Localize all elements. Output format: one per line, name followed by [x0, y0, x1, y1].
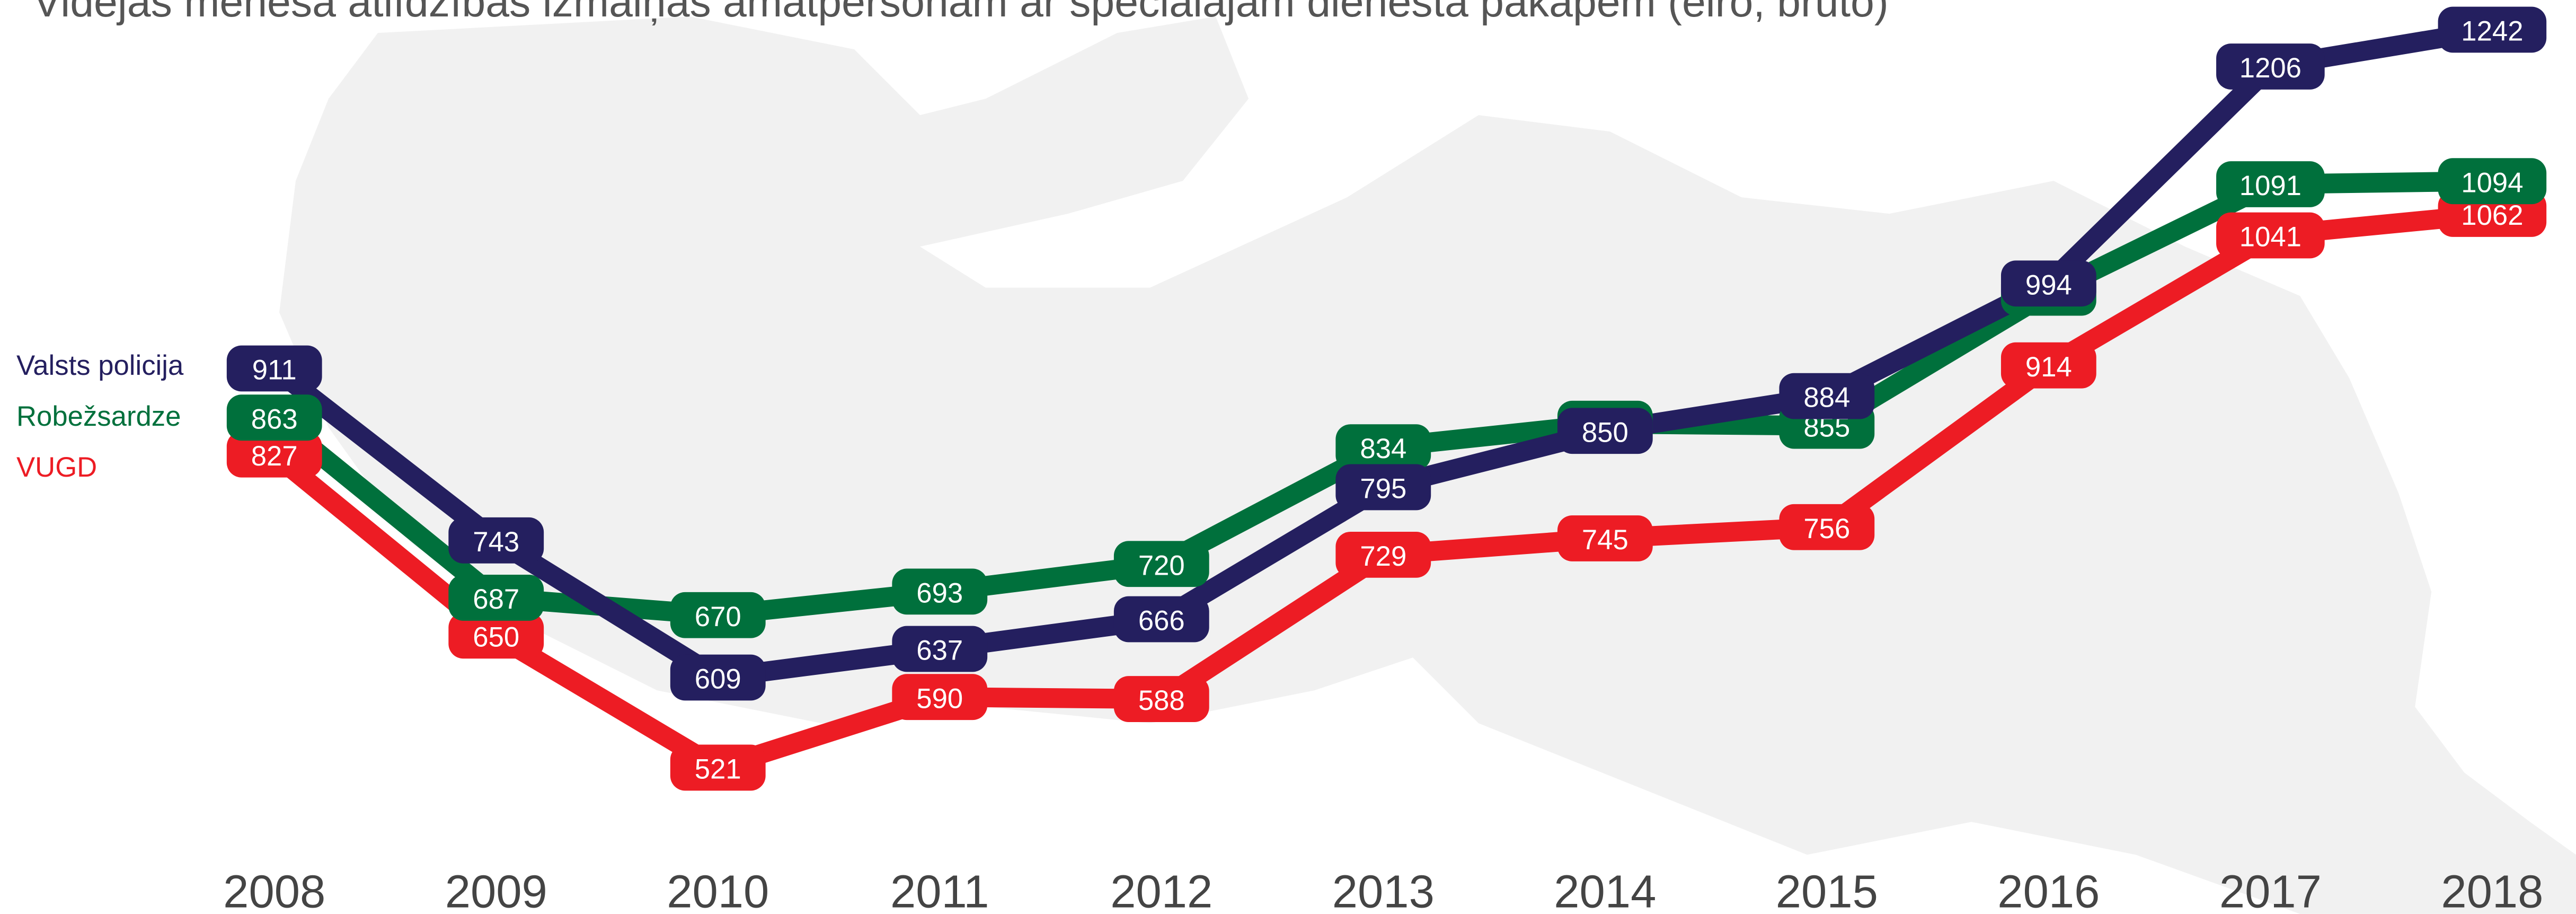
x-tick-label: 2013 [1332, 866, 1435, 914]
legend-label: Robežsardze [16, 401, 181, 432]
value-label: 590 [916, 683, 963, 714]
value-label: 1094 [2461, 167, 2523, 198]
value-label-box [1779, 373, 1875, 419]
value-label-box [448, 517, 544, 564]
value-label: 666 [1138, 605, 1185, 637]
value-label: 756 [1803, 513, 1850, 544]
legend-label: VUGD [16, 452, 97, 483]
value-label-box [226, 394, 322, 441]
value-label: 795 [1360, 473, 1406, 505]
value-label: 637 [916, 635, 963, 666]
x-tick-label: 2010 [667, 866, 769, 914]
map-background [279, 16, 2576, 914]
value-label-box [892, 674, 988, 720]
x-tick-label: 2012 [1110, 866, 1212, 914]
value-label-box [2000, 342, 2096, 389]
value-label: 521 [695, 754, 741, 785]
value-label: 743 [473, 526, 519, 558]
value-label-box [892, 626, 988, 672]
value-label-box [2000, 260, 2096, 307]
value-label: 650 [473, 621, 519, 653]
value-label-box [448, 612, 544, 659]
value-label: 911 [252, 355, 297, 386]
value-label-box [2216, 161, 2325, 207]
value-label: 863 [251, 403, 298, 435]
value-label: 720 [1138, 550, 1185, 581]
x-tick-label: 2016 [1997, 866, 2100, 914]
value-label-box [1113, 676, 1209, 722]
value-label-box [1335, 531, 1431, 578]
x-tick-label: 2017 [2219, 866, 2322, 914]
x-tick-label: 2008 [223, 866, 325, 914]
value-label-box [1557, 515, 1653, 561]
value-label-box [1557, 408, 1653, 454]
value-label: 729 [1360, 541, 1406, 572]
value-label-box [2216, 43, 2325, 90]
x-tick-label: 2014 [1554, 866, 1656, 914]
value-label: 687 [473, 584, 519, 615]
value-label-box [226, 345, 322, 392]
value-label-box [1779, 504, 1875, 550]
value-label: 1242 [2461, 16, 2523, 47]
value-label-box [670, 592, 766, 638]
x-tick-label: 2018 [2441, 866, 2543, 914]
value-label-box [1113, 541, 1209, 587]
value-label-box [226, 431, 322, 478]
value-label: 827 [251, 441, 298, 472]
value-label-box [2438, 6, 2547, 53]
value-label: 1091 [2239, 170, 2301, 201]
value-label: 693 [916, 577, 963, 609]
value-label-box [670, 744, 766, 791]
value-label-box [1335, 424, 1431, 471]
value-label: 834 [1360, 433, 1406, 464]
chart-title: Vidējās mēneša atlīdzības izmaiņas amatp… [33, 0, 1889, 26]
value-label: 1041 [2239, 222, 2301, 253]
value-label: 914 [2025, 351, 2072, 383]
value-label: 745 [1582, 524, 1628, 556]
value-label-box [892, 568, 988, 615]
x-tick-label: 2009 [445, 866, 547, 914]
value-label-box [448, 575, 544, 621]
value-label: 884 [1803, 382, 1850, 414]
value-label-box [1113, 596, 1209, 643]
value-label: 1062 [2461, 200, 2523, 231]
value-label: 588 [1138, 685, 1185, 716]
value-label-box [670, 654, 766, 701]
value-label: 670 [695, 601, 741, 632]
legend-label: Valsts policija [16, 350, 184, 381]
value-label: 1206 [2239, 52, 2301, 84]
value-label: 994 [2025, 269, 2072, 301]
value-label: 850 [1582, 417, 1628, 448]
value-label: 609 [695, 664, 741, 695]
value-label-box [2216, 212, 2325, 259]
x-tick-label: 2015 [1776, 866, 1878, 914]
value-label-box [2438, 158, 2547, 205]
value-label-box [1335, 464, 1431, 511]
x-tick-label: 2011 [890, 866, 989, 914]
